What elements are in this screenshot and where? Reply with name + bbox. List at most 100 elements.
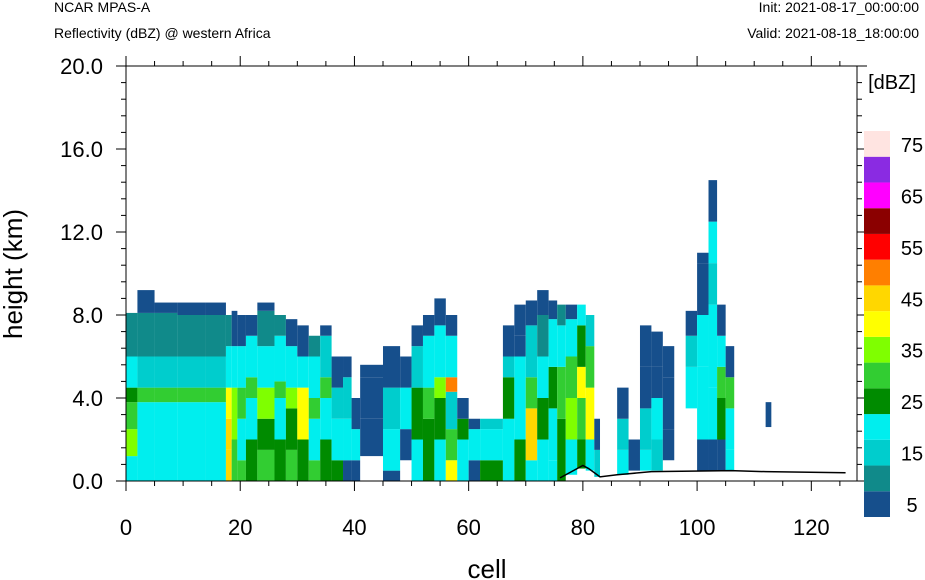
reflectivity-cell: [697, 252, 709, 264]
reflectivity-cell: [651, 439, 663, 471]
reflectivity-cell: [411, 325, 423, 347]
reflectivity-cell: [639, 325, 652, 367]
reflectivity-cell: [382, 346, 401, 388]
reflectivity-cell: [320, 439, 332, 481]
x-tick-label: 120: [793, 515, 830, 540]
reflectivity-cell: [565, 398, 578, 440]
reflectivity-cell: [708, 304, 718, 388]
colorbar-tick-label: 55: [901, 238, 923, 260]
reflectivity-cell: [685, 310, 698, 336]
reflectivity-cell: [434, 377, 446, 398]
colorbar-box: [864, 388, 890, 415]
reflectivity-cell: [565, 304, 578, 320]
x-axis-label: cell: [467, 554, 506, 580]
reflectivity-cell: [765, 402, 772, 428]
reflectivity-cell: [257, 387, 275, 419]
reflectivity-cell: [231, 387, 238, 440]
reflectivity-cell: [514, 335, 526, 357]
reflectivity-cell: [177, 356, 206, 388]
x-axis: 0 20 40 60 80 100 120: [120, 56, 841, 540]
colorbar-box: [864, 259, 890, 286]
x-tick-label: 40: [342, 515, 366, 540]
reflectivity-cell: [717, 366, 726, 398]
reflectivity-cell: [382, 429, 401, 471]
reflectivity-cell: [343, 356, 352, 378]
reflectivity-cell: [297, 439, 309, 481]
reflectivity-cell: [445, 429, 458, 461]
y-tick-label: 16.0: [60, 137, 103, 162]
init-time: Init: 2021-08-17_00:00:00: [759, 0, 920, 15]
reflectivity-cell: [320, 398, 332, 440]
reflectivity-cell: [297, 387, 309, 440]
colorbar-box: [864, 156, 890, 183]
reflectivity-cell: [205, 402, 226, 481]
reflectivity-cell: [708, 221, 718, 264]
y-tick-label: 8.0: [72, 303, 103, 328]
reflectivity-cell: [205, 387, 226, 403]
reflectivity-cell: [662, 429, 675, 461]
reflectivity-cell: [468, 460, 481, 481]
colorbar-tick-label: 15: [901, 444, 923, 466]
reflectivity-cell: [468, 429, 481, 461]
reflectivity-cell: [617, 418, 629, 450]
reflectivity-cell: [548, 300, 558, 320]
reflectivity-cell: [422, 387, 435, 419]
reflectivity-cell: [434, 439, 446, 481]
reflectivity-cell: [548, 319, 558, 367]
reflectivity-cell: [351, 429, 361, 461]
reflectivity-cell: [445, 315, 458, 336]
reflectivity-cell: [725, 449, 735, 471]
y-tick-label: 12.0: [60, 220, 103, 245]
reflectivity-cell: [422, 418, 435, 481]
reflectivity-cell: [331, 387, 344, 419]
reflectivity-cell: [154, 356, 178, 388]
reflectivity-cell: [594, 418, 601, 450]
reflectivity-cell: [205, 315, 226, 357]
reflectivity-cell: [245, 377, 258, 398]
colorbar-box: [864, 285, 890, 312]
reflectivity-cell: [245, 439, 258, 481]
reflectivity-cell: [177, 315, 206, 357]
reflectivity-cell: [351, 398, 361, 430]
reflectivity-cell: [225, 449, 232, 481]
reflectivity-cell: [126, 356, 138, 388]
reflectivity-cell: [557, 366, 566, 419]
reflectivity-cell: [320, 335, 332, 378]
reflectivity-cell: [585, 315, 595, 347]
reflectivity-cell: [245, 315, 258, 336]
reflectivity-cell: [445, 335, 458, 378]
reflectivity-cell: [245, 335, 258, 378]
reflectivity-cell: [225, 315, 232, 347]
colorbar-box: [864, 233, 890, 260]
reflectivity-cell: [237, 460, 246, 481]
x-tick-label: 60: [456, 515, 480, 540]
reflectivity-cell: [297, 356, 309, 388]
colorbar-tick-label: 75: [901, 135, 923, 157]
reflectivity-cell: [537, 290, 549, 315]
reflectivity-cell: [577, 304, 586, 326]
reflectivity-cell: [331, 460, 344, 481]
reflectivity-cell: [434, 298, 446, 326]
reflectivity-cell: [537, 315, 549, 357]
reflectivity-cell: [457, 418, 469, 440]
reflectivity-cell: [514, 439, 526, 481]
reflectivity-cell: [205, 356, 226, 388]
y-tick-label: 20.0: [60, 54, 103, 79]
colorbar-tick-label: 5: [906, 495, 917, 517]
plot-frame: [125, 65, 858, 482]
reflectivity-cell: [617, 449, 629, 475]
reflectivity-cell: [126, 456, 138, 481]
reflectivity-cell: [351, 460, 361, 481]
colorbar-box: [864, 182, 890, 209]
reflectivity-cell: [274, 315, 286, 336]
reflectivity-cell: [137, 290, 155, 313]
reflectivity-cell: [297, 325, 309, 357]
reflectivity-cell: [274, 398, 286, 440]
reflectivity-cell: [708, 263, 718, 305]
reflectivity-cell: [577, 398, 586, 440]
colorbar-unit-label: [dBZ]: [868, 72, 916, 94]
reflectivity-cell: [343, 377, 352, 419]
reflectivity-cell: [651, 331, 663, 367]
reflectivity-cell: [400, 356, 412, 388]
reflectivity-field: [126, 180, 772, 481]
